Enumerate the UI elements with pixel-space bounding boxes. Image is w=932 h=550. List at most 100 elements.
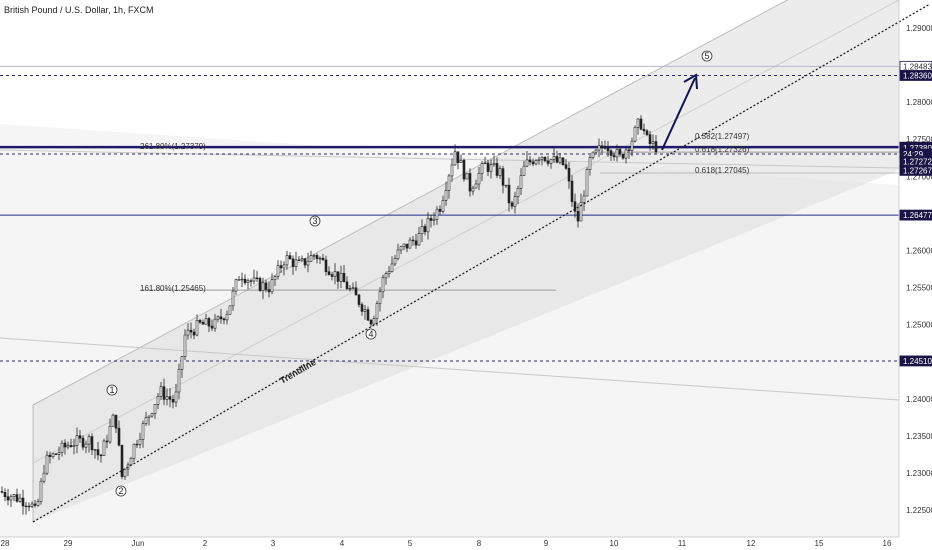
candle-body bbox=[81, 437, 85, 448]
time-tick-label: 15 bbox=[815, 539, 824, 548]
candle-body bbox=[30, 503, 34, 507]
candle-body bbox=[114, 414, 118, 429]
candle-body bbox=[519, 175, 523, 189]
candle-body bbox=[645, 130, 649, 135]
projection-arrowhead bbox=[683, 73, 698, 90]
candle-body bbox=[3, 492, 7, 498]
candle-body bbox=[450, 164, 454, 177]
candle-body bbox=[411, 239, 415, 242]
time-tick-label: 3 bbox=[271, 539, 276, 548]
candle-body bbox=[630, 140, 634, 151]
candle-body bbox=[135, 443, 139, 446]
candle-body bbox=[435, 208, 439, 220]
candle-body bbox=[468, 173, 472, 192]
channel-upper-line bbox=[32, 0, 789, 406]
candle-body bbox=[66, 445, 70, 448]
candle-body bbox=[603, 146, 607, 149]
price-tick-label: 1.23500 bbox=[906, 432, 932, 441]
candle-body bbox=[420, 226, 424, 234]
candle-body bbox=[579, 202, 583, 222]
candle-body bbox=[369, 319, 373, 325]
candle-body bbox=[429, 218, 433, 221]
candle-body bbox=[510, 202, 514, 207]
fib-label: 0.618(1.27326) bbox=[695, 145, 750, 154]
candle-body bbox=[105, 440, 109, 443]
candle-body bbox=[363, 309, 367, 312]
wave-label: 1 bbox=[109, 385, 114, 395]
candle-body bbox=[45, 454, 49, 474]
time-tick-label: 11 bbox=[678, 539, 687, 548]
candle-body bbox=[453, 151, 457, 166]
candle-body bbox=[321, 257, 325, 261]
candle-body bbox=[441, 200, 445, 212]
candle-body bbox=[282, 264, 286, 269]
wave-label: 3 bbox=[312, 216, 317, 226]
horizontal-levels bbox=[0, 65, 899, 362]
price-badge-label: 1.26477 bbox=[903, 211, 932, 220]
candle-body bbox=[498, 168, 502, 176]
candle-body bbox=[381, 277, 385, 293]
descending-line bbox=[0, 337, 900, 401]
candle-body bbox=[183, 334, 187, 357]
candle-body bbox=[0, 491, 4, 493]
fib-label: 0.618(1.27045) bbox=[695, 166, 750, 175]
candle-body bbox=[459, 159, 463, 163]
wave-label-circle bbox=[106, 384, 118, 396]
wave-label-circle bbox=[309, 215, 321, 227]
chart-title: British Pound / U.S. Dollar, 1h, FXCM bbox=[4, 5, 154, 15]
candle-body bbox=[543, 156, 547, 162]
candle-body bbox=[612, 155, 616, 158]
candle-body bbox=[582, 195, 586, 203]
candle-body bbox=[525, 159, 529, 167]
candle-body bbox=[264, 282, 268, 290]
candle-body bbox=[129, 458, 133, 466]
candle-body bbox=[444, 190, 448, 201]
candlesticks bbox=[0, 115, 658, 515]
candle-body bbox=[402, 243, 406, 247]
candle-body bbox=[387, 271, 391, 274]
price-badge-label: 1.27272 bbox=[903, 157, 932, 166]
candle-body bbox=[210, 325, 214, 329]
candle-body bbox=[87, 436, 91, 445]
candle-body bbox=[447, 175, 451, 191]
candle-body bbox=[504, 184, 508, 187]
candle-body bbox=[273, 276, 277, 281]
fib-label: 161.80%(1.25465) bbox=[140, 284, 206, 293]
candle-body bbox=[180, 356, 184, 370]
price-channel bbox=[33, 0, 899, 522]
candle-body bbox=[570, 180, 574, 203]
candle-body bbox=[585, 169, 589, 197]
candle-body bbox=[615, 149, 619, 158]
candle-body bbox=[96, 449, 100, 456]
wave-label: 4 bbox=[368, 329, 373, 339]
candle-body bbox=[285, 255, 289, 266]
candle-body bbox=[324, 259, 328, 273]
candle-body bbox=[69, 445, 73, 447]
candle-body bbox=[267, 289, 271, 293]
price-badges: 1.284831.283601.273931.2738024:291.27272… bbox=[899, 60, 932, 367]
price-tick-label: 1.23000 bbox=[906, 469, 932, 478]
time-axis: 28 29 Jun 2 3 4 5 8 9 10 11 12 15 16 bbox=[1, 539, 892, 548]
candle-body bbox=[219, 316, 223, 320]
candle-body bbox=[378, 291, 382, 304]
candle-body bbox=[54, 453, 58, 455]
candle-body bbox=[474, 183, 478, 189]
candle-body bbox=[573, 201, 577, 212]
candle-body bbox=[546, 160, 550, 164]
candle-body bbox=[465, 173, 469, 180]
candle-body bbox=[303, 258, 307, 266]
candle-body bbox=[639, 118, 643, 130]
candle-body bbox=[120, 444, 124, 478]
candle-body bbox=[597, 145, 601, 151]
price-tick-label: 1.25500 bbox=[906, 284, 932, 293]
candle-body bbox=[258, 278, 262, 291]
candle-body bbox=[648, 134, 652, 144]
candle-body bbox=[153, 404, 157, 414]
price-badge-label: 1.27380 bbox=[903, 144, 932, 153]
candle-body bbox=[567, 167, 571, 182]
candle-body bbox=[156, 396, 160, 405]
candle-body bbox=[390, 263, 394, 272]
candle-body bbox=[75, 435, 79, 446]
candle-body bbox=[414, 240, 418, 246]
